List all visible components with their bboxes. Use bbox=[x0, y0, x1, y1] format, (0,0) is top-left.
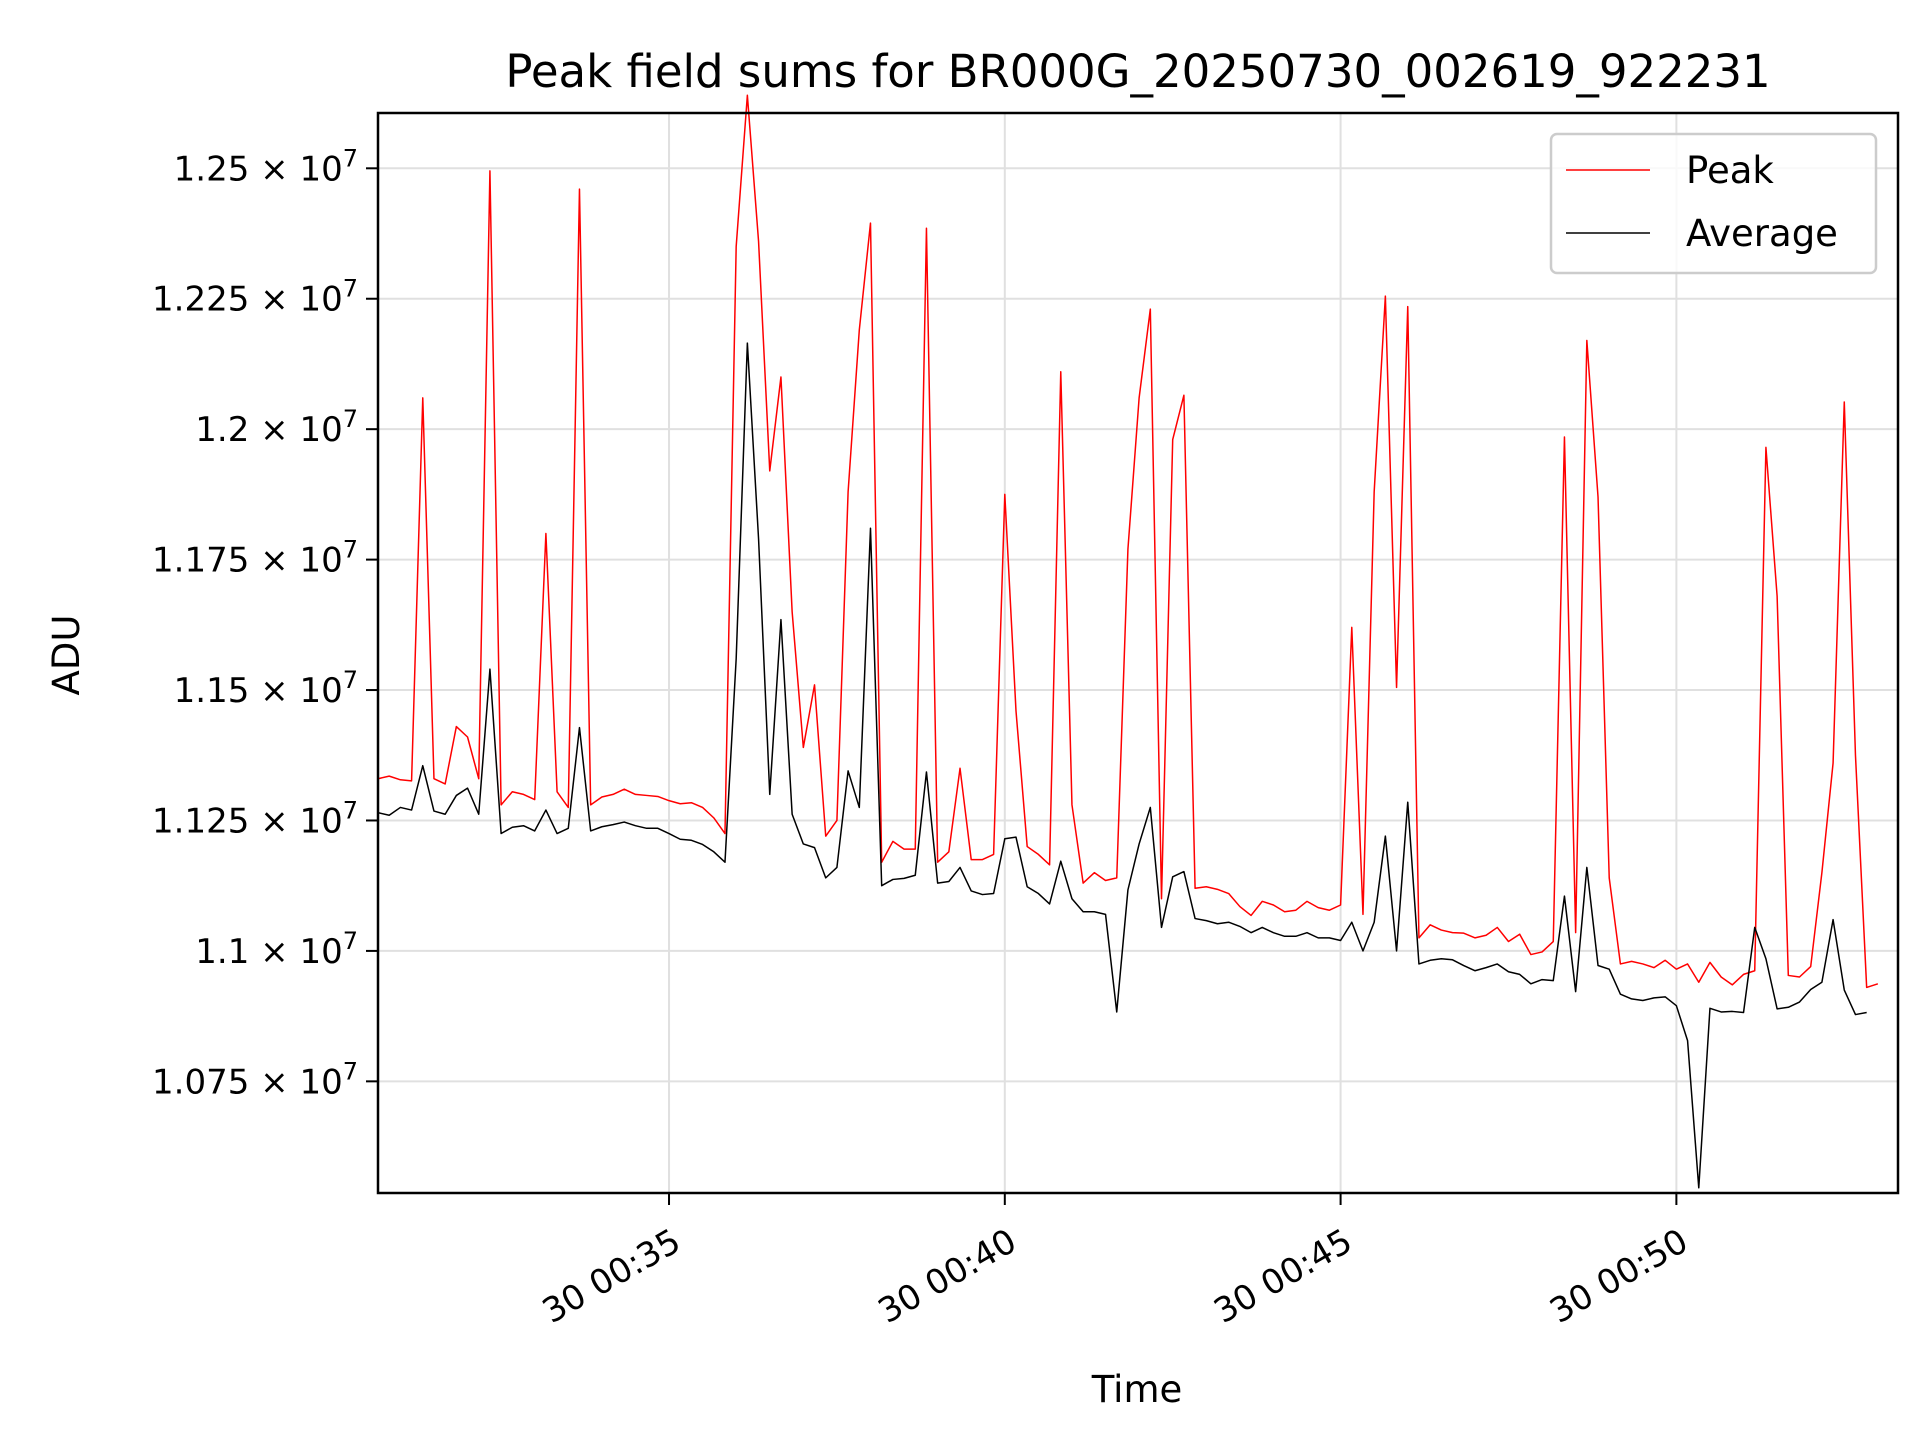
y-tick-label: 1.175 × 107 bbox=[152, 536, 358, 581]
y-tick-label: 1.225 × 107 bbox=[152, 275, 358, 320]
y-axis-label: ADU bbox=[45, 615, 88, 696]
chart-title: Peak field sums for BR000G_20250730_0026… bbox=[505, 45, 1770, 98]
legend-label-peak: Peak bbox=[1686, 149, 1774, 192]
series-line-average bbox=[377, 342, 1867, 1189]
y-tick-label: 1.2 × 107 bbox=[195, 405, 358, 450]
y-tick-label: 1.1 × 107 bbox=[195, 927, 358, 972]
series-line-peak bbox=[377, 94, 1879, 989]
legend-label-average: Average bbox=[1686, 212, 1838, 255]
y-tick-label: 1.075 × 107 bbox=[152, 1057, 358, 1102]
legend: Peak Average bbox=[1549, 132, 1878, 275]
y-tick-label: 1.15 × 107 bbox=[174, 666, 358, 711]
y-axis-ticks: 1.075 × 107 1.1 × 107 1.125 × 107 1.15 × 10… bbox=[152, 144, 378, 1102]
plot-frame bbox=[376, 111, 1900, 1195]
grid-lines bbox=[378, 113, 1898, 1193]
y-tick-label: 1.25 × 107 bbox=[174, 144, 358, 189]
x-axis-label: Time bbox=[1091, 1368, 1183, 1411]
legend-box bbox=[1549, 132, 1878, 275]
y-tick-label: 1.125 × 107 bbox=[152, 796, 358, 841]
plot-series bbox=[377, 94, 1879, 1189]
